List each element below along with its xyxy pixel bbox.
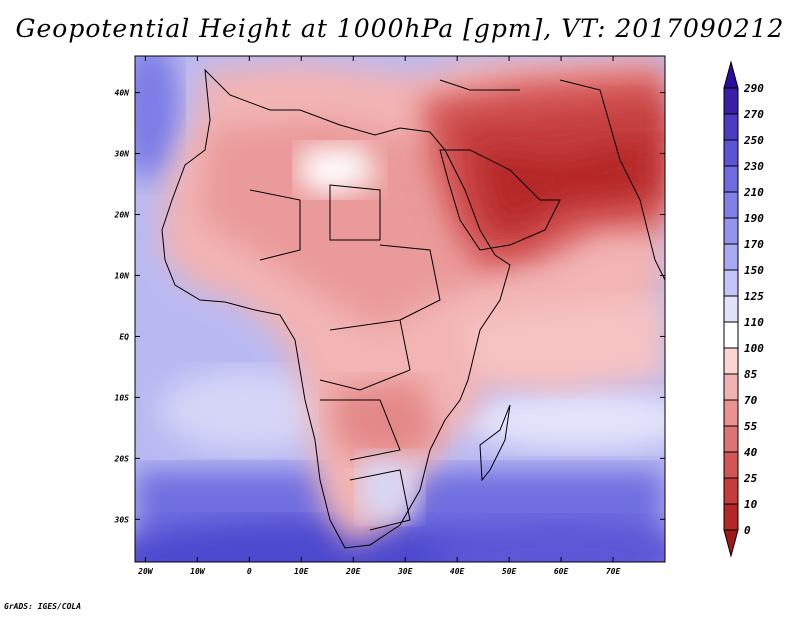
- lat-tick-label: 10N: [115, 271, 130, 280]
- lon-tick-label: 30E: [397, 567, 413, 576]
- longitude-axis: 20W 10W 0 10E 20E 30E 40E 50E 60E 70E: [137, 56, 620, 576]
- grads-credit: GrADS: IGES/COLA: [4, 602, 82, 611]
- colorbar-swatch: [723, 295, 739, 323]
- chart-title: Geopotential Height at 1000hPa [gpm], VT…: [15, 14, 785, 43]
- lon-tick-label: 10W: [190, 567, 206, 576]
- lat-tick-label: 20N: [114, 211, 130, 220]
- height-field: [135, 56, 665, 562]
- colorbar-level-label: 85: [744, 368, 758, 381]
- lat-tick-label: 30N: [114, 150, 130, 159]
- colorbar-swatch: [723, 347, 739, 375]
- colorbar-swatch: [723, 373, 739, 401]
- colorbar-level-label: 170: [744, 238, 764, 251]
- colorbar-level-label: 290: [743, 82, 764, 95]
- lon-tick-label: 60E: [554, 567, 569, 576]
- colorbar-swatch: [723, 165, 739, 193]
- colorbar-swatch: [723, 217, 739, 245]
- colorbar-swatch: [723, 477, 739, 505]
- colorbar-swatch: [723, 87, 739, 115]
- colorbar-level-label: 150: [744, 264, 764, 277]
- colorbar-level-label: 0: [744, 524, 751, 537]
- lon-tick-label: 50E: [502, 567, 517, 576]
- colorbar-top-arrow: [723, 60, 739, 89]
- lon-tick-label: 20W: [137, 567, 154, 576]
- lon-tick-label: 70E: [606, 567, 621, 576]
- lon-tick-label: 40E: [450, 567, 465, 576]
- lat-tick-label: 40N: [115, 89, 130, 98]
- latitude-axis: 40N 30N 20N 10N EQ 10S 20S 30S: [114, 89, 665, 524]
- colorbar: 2902702502302101901701501251101008570554…: [723, 60, 764, 558]
- lon-tick-label: 0: [247, 567, 252, 576]
- colorbar-level-label: 40: [744, 446, 758, 459]
- colorbar-level-label: 70: [744, 394, 758, 407]
- colorbar-swatch: [723, 269, 739, 297]
- colorbar-level-label: 25: [743, 472, 758, 485]
- colorbar-level-label: 110: [744, 316, 764, 329]
- colorbar-level-label: 10: [744, 498, 758, 511]
- colorbar-level-label: 210: [743, 186, 764, 199]
- colorbar-swatch: [723, 139, 739, 167]
- colorbar-level-label: 250: [743, 134, 764, 147]
- coastlines: [161, 68, 665, 549]
- colorbar-bottom-arrow: [723, 529, 739, 558]
- lon-tick-label: 10E: [294, 567, 309, 576]
- lat-tick-label: 30S: [114, 515, 130, 524]
- lat-tick-label: 10S: [115, 393, 130, 402]
- colorbar-swatch: [723, 243, 739, 271]
- colorbar-level-label: 55: [744, 420, 758, 433]
- colorbar-level-label: 125: [744, 290, 764, 303]
- colorbar-swatch: [723, 425, 739, 453]
- colorbar-level-label: 100: [744, 342, 764, 355]
- lat-tick-label: 20S: [114, 454, 130, 463]
- colorbar-level-label: 230: [743, 160, 764, 173]
- colorbar-swatch: [723, 191, 739, 219]
- lat-tick-label: EQ: [119, 332, 129, 341]
- colorbar-level-label: 270: [743, 108, 764, 121]
- colorbar-swatch: [723, 399, 739, 427]
- colorbar-swatch: [723, 113, 739, 141]
- colorbar-level-label: 190: [744, 212, 764, 225]
- colorbar-swatch: [723, 321, 739, 349]
- colorbar-swatch: [723, 451, 739, 479]
- colorbar-swatch: [723, 503, 739, 531]
- lon-tick-label: 20E: [345, 567, 361, 576]
- map-frame: [134, 55, 666, 563]
